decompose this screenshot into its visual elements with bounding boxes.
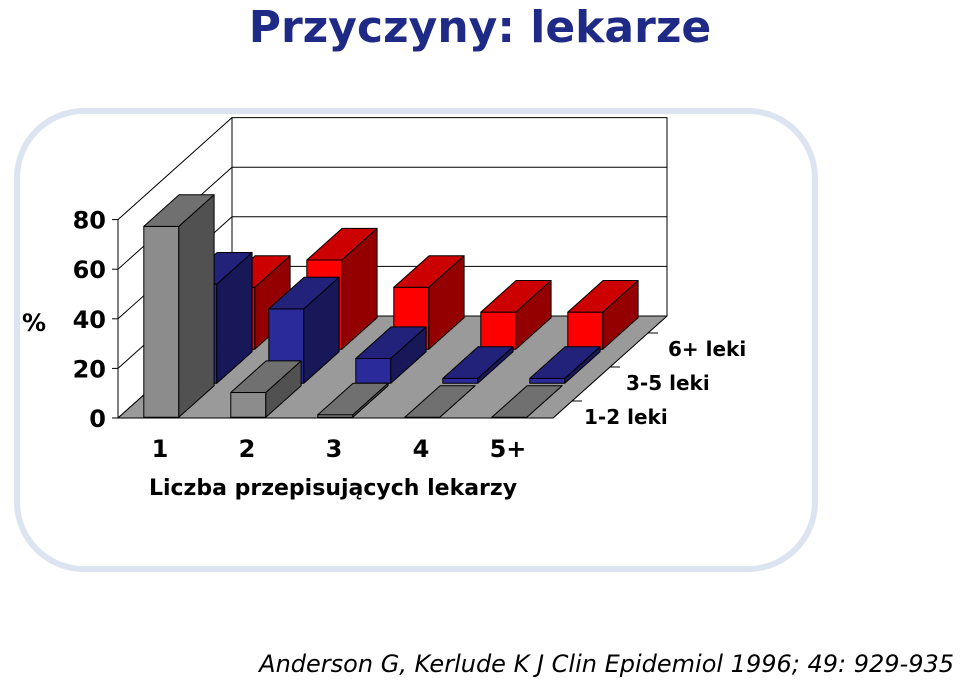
series-label: 1-2 leki	[584, 405, 668, 429]
chart-bars	[143, 194, 639, 418]
x-tick-label: 1	[152, 435, 169, 463]
bar-top	[529, 346, 601, 379]
citation: Anderson G, Kerlude K J Clin Epidemiol 1…	[259, 650, 954, 678]
bar-top	[480, 280, 552, 313]
bar-12leki-1	[143, 194, 215, 418]
y-tick-label: 80	[73, 207, 106, 235]
y-axis-label: %	[22, 309, 46, 337]
bar-front	[230, 392, 267, 418]
series-label: 6+ leki	[668, 337, 746, 361]
bar-35leki-5+	[529, 346, 601, 384]
y-tick-label: 20	[73, 355, 106, 383]
bar-6+leki-4	[480, 280, 552, 350]
bar-12leki-3	[317, 382, 389, 418]
bar-front	[442, 377, 479, 384]
page-title: Przyczyny: lekarze	[248, 2, 712, 53]
bar-top	[355, 326, 427, 359]
bar-top	[404, 385, 476, 418]
bar-12leki-2	[230, 360, 302, 418]
bar-top	[143, 194, 215, 227]
bar-side	[178, 194, 215, 418]
bar-6+leki-5+	[567, 280, 639, 350]
chart-labels: % Liczba przepisujących lekarzy 0 20 40 60 8…	[22, 207, 746, 501]
series-label: 3-5 leki	[626, 371, 710, 395]
bar-front	[143, 225, 180, 418]
bar-12leki-5+	[491, 385, 563, 418]
y-tick-label: 60	[73, 256, 106, 284]
bar-top	[442, 346, 514, 379]
bar-top	[393, 255, 465, 288]
bar-top	[306, 227, 378, 261]
bar-35leki-4	[442, 346, 514, 384]
bar-front	[355, 358, 392, 384]
bar-top	[491, 385, 563, 418]
x-tick-label: 3	[326, 435, 343, 463]
bar-top	[317, 382, 389, 416]
x-tick-label: 2	[239, 435, 256, 463]
x-axis-label: Liczba przepisujących lekarzy	[149, 476, 517, 501]
bar-top	[230, 360, 302, 393]
bar-front	[529, 377, 566, 384]
bar-12leki-4	[404, 385, 476, 418]
x-tick-label: 5+	[490, 435, 527, 463]
bar-top	[567, 280, 639, 313]
x-tick-label: 4	[413, 435, 430, 463]
y-tick-label: 0	[89, 405, 106, 433]
bar-front	[480, 311, 517, 350]
y-tick-label: 40	[73, 306, 106, 334]
bar-top	[268, 276, 340, 310]
bar-front	[567, 311, 604, 350]
bar-35leki-3	[355, 326, 427, 384]
